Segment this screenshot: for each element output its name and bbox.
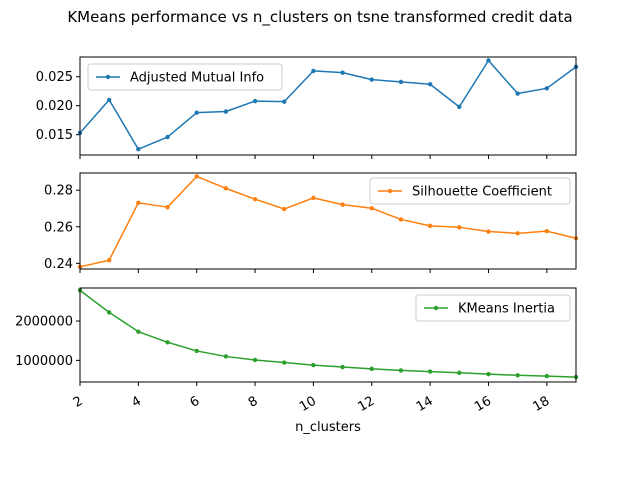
data-point bbox=[486, 58, 491, 63]
data-point bbox=[515, 373, 520, 378]
data-point bbox=[515, 231, 520, 236]
axes-frame bbox=[79, 172, 577, 270]
data-point bbox=[165, 134, 170, 140]
x-tick-label: 10 bbox=[297, 394, 319, 415]
data-point bbox=[282, 99, 287, 104]
data-point bbox=[252, 357, 258, 363]
data-point bbox=[252, 98, 258, 104]
x-tick-label: 18 bbox=[531, 394, 553, 415]
series-line bbox=[79, 59, 577, 150]
data-point bbox=[544, 373, 550, 379]
data-point bbox=[340, 70, 345, 75]
y-tick-label: 0.28 bbox=[44, 184, 73, 199]
y-tick-label: 0.24 bbox=[44, 257, 73, 272]
x-tick-label: 12 bbox=[355, 394, 377, 415]
legend-marker bbox=[433, 305, 439, 311]
data-point bbox=[398, 217, 404, 222]
data-point bbox=[398, 79, 404, 85]
y-tick-label: 0.015 bbox=[36, 128, 73, 143]
data-point bbox=[311, 195, 316, 201]
data-point bbox=[136, 200, 141, 206]
data-point bbox=[369, 206, 374, 211]
y-tick-label: 1000000 bbox=[15, 354, 73, 369]
data-point bbox=[369, 77, 374, 82]
y-tick-label: 2000000 bbox=[15, 315, 73, 330]
data-point bbox=[194, 174, 199, 179]
data-point bbox=[223, 186, 229, 191]
y-tick-label: 0.025 bbox=[36, 70, 73, 85]
data-point bbox=[427, 82, 433, 87]
x-axis-label: n_clusters bbox=[295, 420, 361, 435]
data-point bbox=[486, 229, 491, 234]
legend: KMeans Inertia bbox=[415, 294, 571, 322]
legend-box bbox=[415, 294, 571, 322]
data-point bbox=[544, 86, 550, 91]
data-point bbox=[369, 366, 374, 372]
data-point bbox=[282, 206, 287, 212]
legend: Silhouette Coefficient bbox=[369, 177, 571, 205]
data-point bbox=[194, 110, 199, 115]
data-point bbox=[136, 147, 141, 152]
data-point bbox=[282, 360, 287, 365]
data-point bbox=[486, 371, 491, 377]
legend: Adjusted Mutual Info bbox=[87, 63, 283, 91]
data-point bbox=[223, 109, 229, 114]
data-point bbox=[252, 196, 258, 202]
axes-frame bbox=[79, 56, 577, 156]
data-point bbox=[106, 310, 112, 315]
legend-label: KMeans Inertia bbox=[458, 302, 555, 317]
data-point bbox=[340, 364, 345, 370]
legend-marker bbox=[105, 74, 111, 80]
legend-box bbox=[369, 177, 571, 205]
series-line bbox=[79, 175, 577, 268]
data-point bbox=[515, 91, 520, 96]
data-point bbox=[457, 104, 462, 110]
data-point bbox=[398, 368, 404, 373]
data-point bbox=[223, 354, 229, 359]
data-point bbox=[457, 225, 462, 230]
data-point bbox=[427, 223, 433, 229]
data-point bbox=[106, 97, 112, 103]
x-tick-label: 14 bbox=[414, 394, 436, 415]
y-tick-label: 0.020 bbox=[36, 99, 73, 114]
data-point bbox=[106, 258, 112, 263]
x-tick-label: 16 bbox=[472, 394, 494, 415]
subplot-2: 0.24 0.26 0.28 Silhouette Coefficient bbox=[44, 172, 579, 273]
legend-label: Silhouette Coefficient bbox=[412, 185, 552, 200]
data-point bbox=[340, 202, 345, 207]
data-point bbox=[165, 340, 170, 345]
data-point bbox=[311, 68, 316, 74]
legend-marker bbox=[387, 188, 393, 194]
data-point bbox=[457, 370, 462, 375]
legend-box bbox=[87, 63, 283, 91]
y-tick-label: 0.26 bbox=[44, 220, 73, 235]
data-point bbox=[136, 329, 141, 334]
data-point bbox=[311, 362, 316, 368]
series-line bbox=[79, 289, 577, 378]
data-point bbox=[165, 204, 170, 210]
data-point bbox=[194, 348, 199, 354]
subplot-1: 0.015 0.020 0.025 Adjusted Mutual Info bbox=[36, 56, 579, 159]
data-point bbox=[427, 369, 433, 374]
figure-title: KMeans performance vs n_clusters on tsne… bbox=[67, 8, 572, 27]
axes-frame bbox=[79, 287, 577, 383]
data-point bbox=[544, 228, 550, 234]
legend-label: Adjusted Mutual Info bbox=[130, 71, 264, 86]
